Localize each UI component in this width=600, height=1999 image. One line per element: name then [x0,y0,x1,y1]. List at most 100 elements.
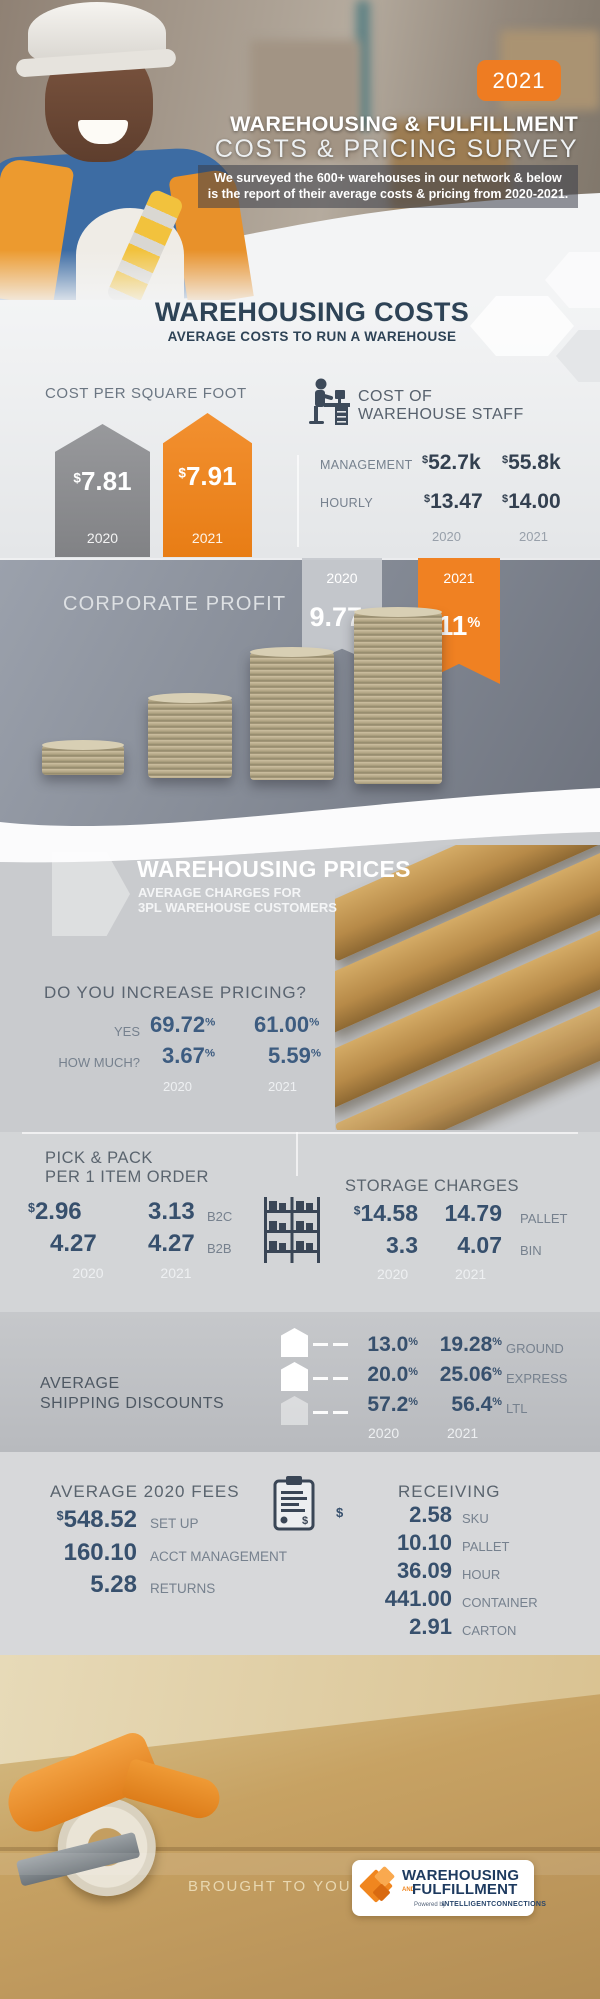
increase-howmuch-2021-value: 5.59% [268,1043,321,1068]
pickpack-label-line1: PICK & PACK [45,1149,153,1167]
connector-dash [313,1411,328,1414]
staff-hourly-2020-value: $13.47 [424,490,483,513]
receiving-carton-value: 2.91 [409,1614,452,1639]
warehouse-worker-photo [0,0,280,300]
worker-fade [0,250,280,300]
increase-howmuch-label: HOW MUCH? [58,1055,140,1070]
year-badge: 2021 [477,60,561,101]
storage-bin-2020-value: 3.3 [386,1232,418,1258]
pickpack-label-line2: PER 1 ITEM ORDER [45,1168,209,1186]
staff-year-2021: 2021 [519,529,548,544]
increase-pricing-question: DO YOU INCREASE PRICING? [44,983,307,1002]
shipping-express-2020-value: 20.0% [367,1363,418,1386]
section-divider [22,1132,578,1134]
shipping-ltl-2020-value: 57.2% [367,1393,418,1416]
cardboard-box-photo-footer [0,1655,600,1999]
corporate-profit-label: CORPORATE PROFIT [63,593,287,615]
increase-yes-2020-value: 69.72% [150,1012,216,1037]
storage-year-2020: 2020 [377,1266,409,1282]
fees-setup-label: SET UP [150,1516,199,1531]
storage-pallet-2021-value: 14.79 [444,1200,502,1226]
wood-pallet-photo [335,845,600,1130]
receiving-carton-label: CARTON [462,1623,517,1638]
shipping-ground-label: GROUND [506,1341,564,1356]
sqft-label: COST PER SQUARE FOOT [45,385,247,402]
increase-howmuch-2020-value: 3.67% [162,1043,215,1068]
storage-pallet-label: PALLET [520,1211,568,1226]
fees-clipboard-icon: $ [273,1476,315,1531]
profit-2021-value: 11% [437,610,481,641]
profit-2021-year: 2021 [443,570,475,586]
brand-name-line2: FULFILLMENT [412,1881,518,1898]
receiving-container-value: 441.00 [384,1586,452,1611]
shipping-label-line2: SHIPPING DISCOUNTS [40,1395,225,1412]
column-divider [296,1132,298,1176]
receiving-label: RECEIVING [398,1482,501,1501]
infographic-title-line2: COSTS & PRICING SURVEY [214,135,578,163]
coin-stack-3 [250,647,334,780]
staff-desk-icon [309,378,350,425]
shipping-year-2021: 2021 [447,1425,479,1441]
pickpack-b2b-label: B2B [207,1241,232,1256]
connector-dash [333,1343,348,1346]
pickpack-b2c-2020-value: $2.96 [28,1198,82,1225]
receiving-pallet-label: PALLET [462,1539,510,1554]
staff-row-management-label: MANAGEMENT [320,458,413,472]
connector-dash [313,1377,328,1380]
receiving-container-label: CONTAINER [462,1595,538,1610]
staff-year-2020: 2020 [432,529,461,544]
receiving-pallet-value: 10.10 [396,1530,452,1555]
pickpack-b2b-2020-value: 4.27 [50,1230,97,1257]
survey-description: We surveyed the 600+ warehouses in our n… [198,165,578,208]
prices-subtitle-line2: 3PL WAREHOUSE CUSTOMERS [138,900,337,915]
cardboard-box-photo [250,40,360,160]
brand-and-word: AND [402,1887,415,1893]
staff-hourly-2021-value: $14.00 [502,490,561,513]
profit-2020-year: 2020 [326,570,358,586]
costs-subtitle: AVERAGE COSTS TO RUN A WAREHOUSE [167,329,457,344]
receiving-sku-label: SKU [462,1511,489,1526]
svg-text:$: $ [302,1515,308,1527]
storage-shelf-icon [264,1197,320,1263]
tape-gun-photo [0,1727,259,1939]
receiving-currency-sign: $ [336,1505,344,1520]
costs-title: WAREHOUSING COSTS [154,297,470,327]
connector-dash [333,1377,348,1380]
staff-label-line1: COST OF [358,388,433,405]
coin-stack-4 [354,607,442,784]
staff-row-hourly-label: HOURLY [320,496,373,510]
sqft-2020-value: $7.81 [73,466,132,496]
staff-divider [297,455,299,547]
sqft-2021-arrow: $7.91 2021 [163,413,252,557]
sqft-2020-arrow: $7.81 2020 [55,424,150,557]
sqft-2021-value: $7.91 [178,461,237,491]
sqft-2020-year: 2020 [86,530,119,546]
increase-year-2021: 2021 [268,1079,297,1094]
increase-yes-2021-value: 61.00% [254,1012,320,1037]
receiving-hour-value: 36.09 [396,1558,452,1583]
sqft-2021-year: 2021 [191,530,224,546]
pickpack-b2c-2021-value: 3.13 [148,1198,195,1225]
shipping-express-label: EXPRESS [506,1371,568,1386]
infographic-title-line1: WAREHOUSING & FULFILLMENT [230,112,578,136]
shipping-ltl-2021-value: 56.4% [451,1393,502,1416]
coin-stack-1 [42,740,124,775]
storage-bin-2021-value: 4.07 [457,1232,502,1258]
box-edge-shadow [0,1847,600,1851]
powered-by-brand: INTELLIGENTCONNECTIONS [442,1901,547,1908]
brought-to-you-by: BROUGHT TO YOU BY [188,1878,382,1895]
storage-label: STORAGE CHARGES [345,1177,520,1195]
receiving-hour-label: HOUR [462,1567,501,1582]
prices-subtitle-line1: AVERAGE CHARGES FOR [138,885,301,900]
brand-logo-card[interactable]: WAREHOUSING AND FULFILLMENT Powered by I… [352,1860,546,1916]
fees-setup-value: $548.52 [56,1506,137,1533]
storage-pallet-2020-value: $14.58 [353,1200,418,1226]
pickpack-b2b-2021-value: 4.27 [148,1230,195,1257]
survey-description-line2: is the report of their average costs & p… [207,187,569,202]
fees-acct-label: ACCT MANAGEMENT [150,1549,288,1564]
fees-label: AVERAGE 2020 FEES [50,1482,240,1501]
pickpack-b2c-label: B2C [207,1209,233,1224]
shipping-ground-2020-value: 13.0% [367,1333,418,1356]
brand-name-line1: WAREHOUSING [402,1867,520,1884]
